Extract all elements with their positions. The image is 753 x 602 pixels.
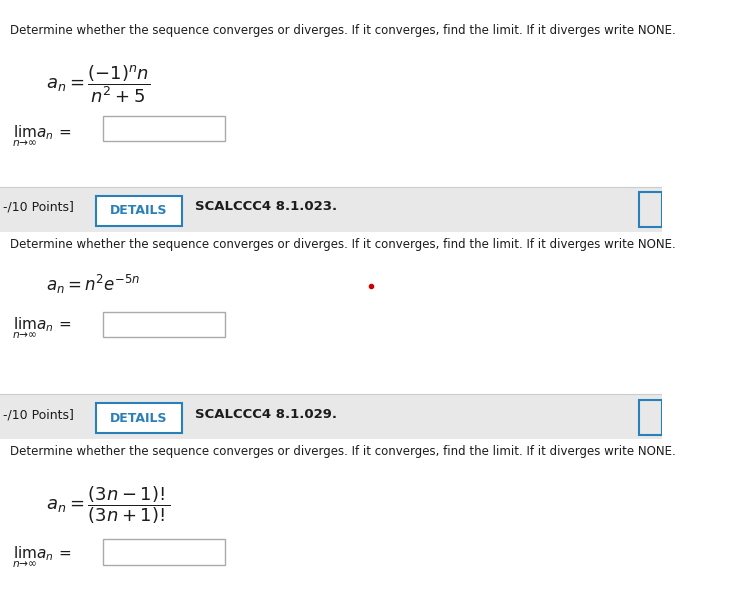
FancyBboxPatch shape: [96, 403, 182, 433]
FancyBboxPatch shape: [102, 116, 225, 141]
Text: -/10 Points]: -/10 Points]: [3, 408, 75, 421]
Text: $\lim_{n \to \infty} a_n =$: $\lim_{n \to \infty} a_n =$: [12, 545, 72, 570]
FancyBboxPatch shape: [639, 400, 662, 435]
Text: Determine whether the sequence converges or diverges. If it converges, find the : Determine whether the sequence converges…: [10, 445, 675, 459]
FancyBboxPatch shape: [0, 394, 662, 439]
Text: -/10 Points]: -/10 Points]: [3, 200, 75, 214]
Text: $a_n = \dfrac{(-1)^n n}{n^2 + 5}$: $a_n = \dfrac{(-1)^n n}{n^2 + 5}$: [47, 63, 151, 105]
Text: SCALCCC4 8.1.029.: SCALCCC4 8.1.029.: [195, 408, 337, 421]
Text: SCALCCC4 8.1.023.: SCALCCC4 8.1.023.: [195, 200, 337, 214]
Text: $\lim_{n \to \infty} a_n =$: $\lim_{n \to \infty} a_n =$: [12, 316, 72, 341]
Text: Determine whether the sequence converges or diverges. If it converges, find the : Determine whether the sequence converges…: [10, 238, 675, 251]
Text: $a_n = n^2 e^{-5n}$: $a_n = n^2 e^{-5n}$: [47, 273, 141, 296]
FancyBboxPatch shape: [0, 187, 662, 232]
FancyBboxPatch shape: [102, 312, 225, 337]
FancyBboxPatch shape: [639, 192, 662, 227]
Text: DETAILS: DETAILS: [110, 204, 168, 217]
FancyBboxPatch shape: [96, 196, 182, 226]
Text: DETAILS: DETAILS: [110, 412, 168, 425]
Text: Determine whether the sequence converges or diverges. If it converges, find the : Determine whether the sequence converges…: [10, 24, 675, 37]
Text: $a_n = \dfrac{(3n-1)!}{(3n+1)!}$: $a_n = \dfrac{(3n-1)!}{(3n+1)!}$: [47, 485, 171, 526]
Text: $\lim_{n \to \infty} a_n =$: $\lim_{n \to \infty} a_n =$: [12, 123, 72, 149]
FancyBboxPatch shape: [102, 539, 225, 565]
